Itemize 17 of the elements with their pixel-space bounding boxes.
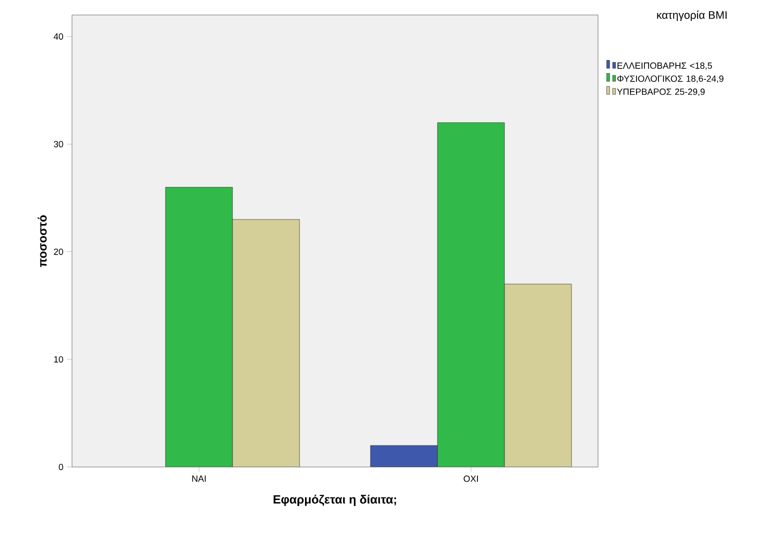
legend-label: ΥΠΕΡΒΑΡΟΣ 25-29,9 bbox=[617, 88, 705, 96]
x-tick-label: ΝΑΙ bbox=[192, 476, 206, 482]
y-tick-label: 0 bbox=[58, 464, 64, 470]
legend-title: κατηγορία BMI bbox=[657, 10, 727, 22]
y-tick-label: 10 bbox=[54, 356, 64, 363]
legend-label: ΕΛΛΕΙΠΟΒΑΡΗΣ <18,5 bbox=[618, 62, 712, 70]
bar bbox=[437, 122, 505, 467]
x-tick-label: ΟΧΙ bbox=[464, 476, 478, 482]
bar bbox=[165, 186, 233, 467]
y-tick-label: 40 bbox=[54, 33, 64, 40]
bar bbox=[232, 219, 300, 467]
y-tick-label: 20 bbox=[54, 248, 64, 255]
y-axis-title: ποσοστό bbox=[38, 215, 47, 267]
x-axis-title: Εφαρμόζεται η δίαιτα; bbox=[274, 494, 396, 506]
y-tick-label: 30 bbox=[54, 140, 64, 148]
bar bbox=[504, 284, 572, 467]
legend-label: ΦΥΣΙΟΛΟΓΙΚΟΣ 18,6-24,9 bbox=[617, 75, 724, 83]
